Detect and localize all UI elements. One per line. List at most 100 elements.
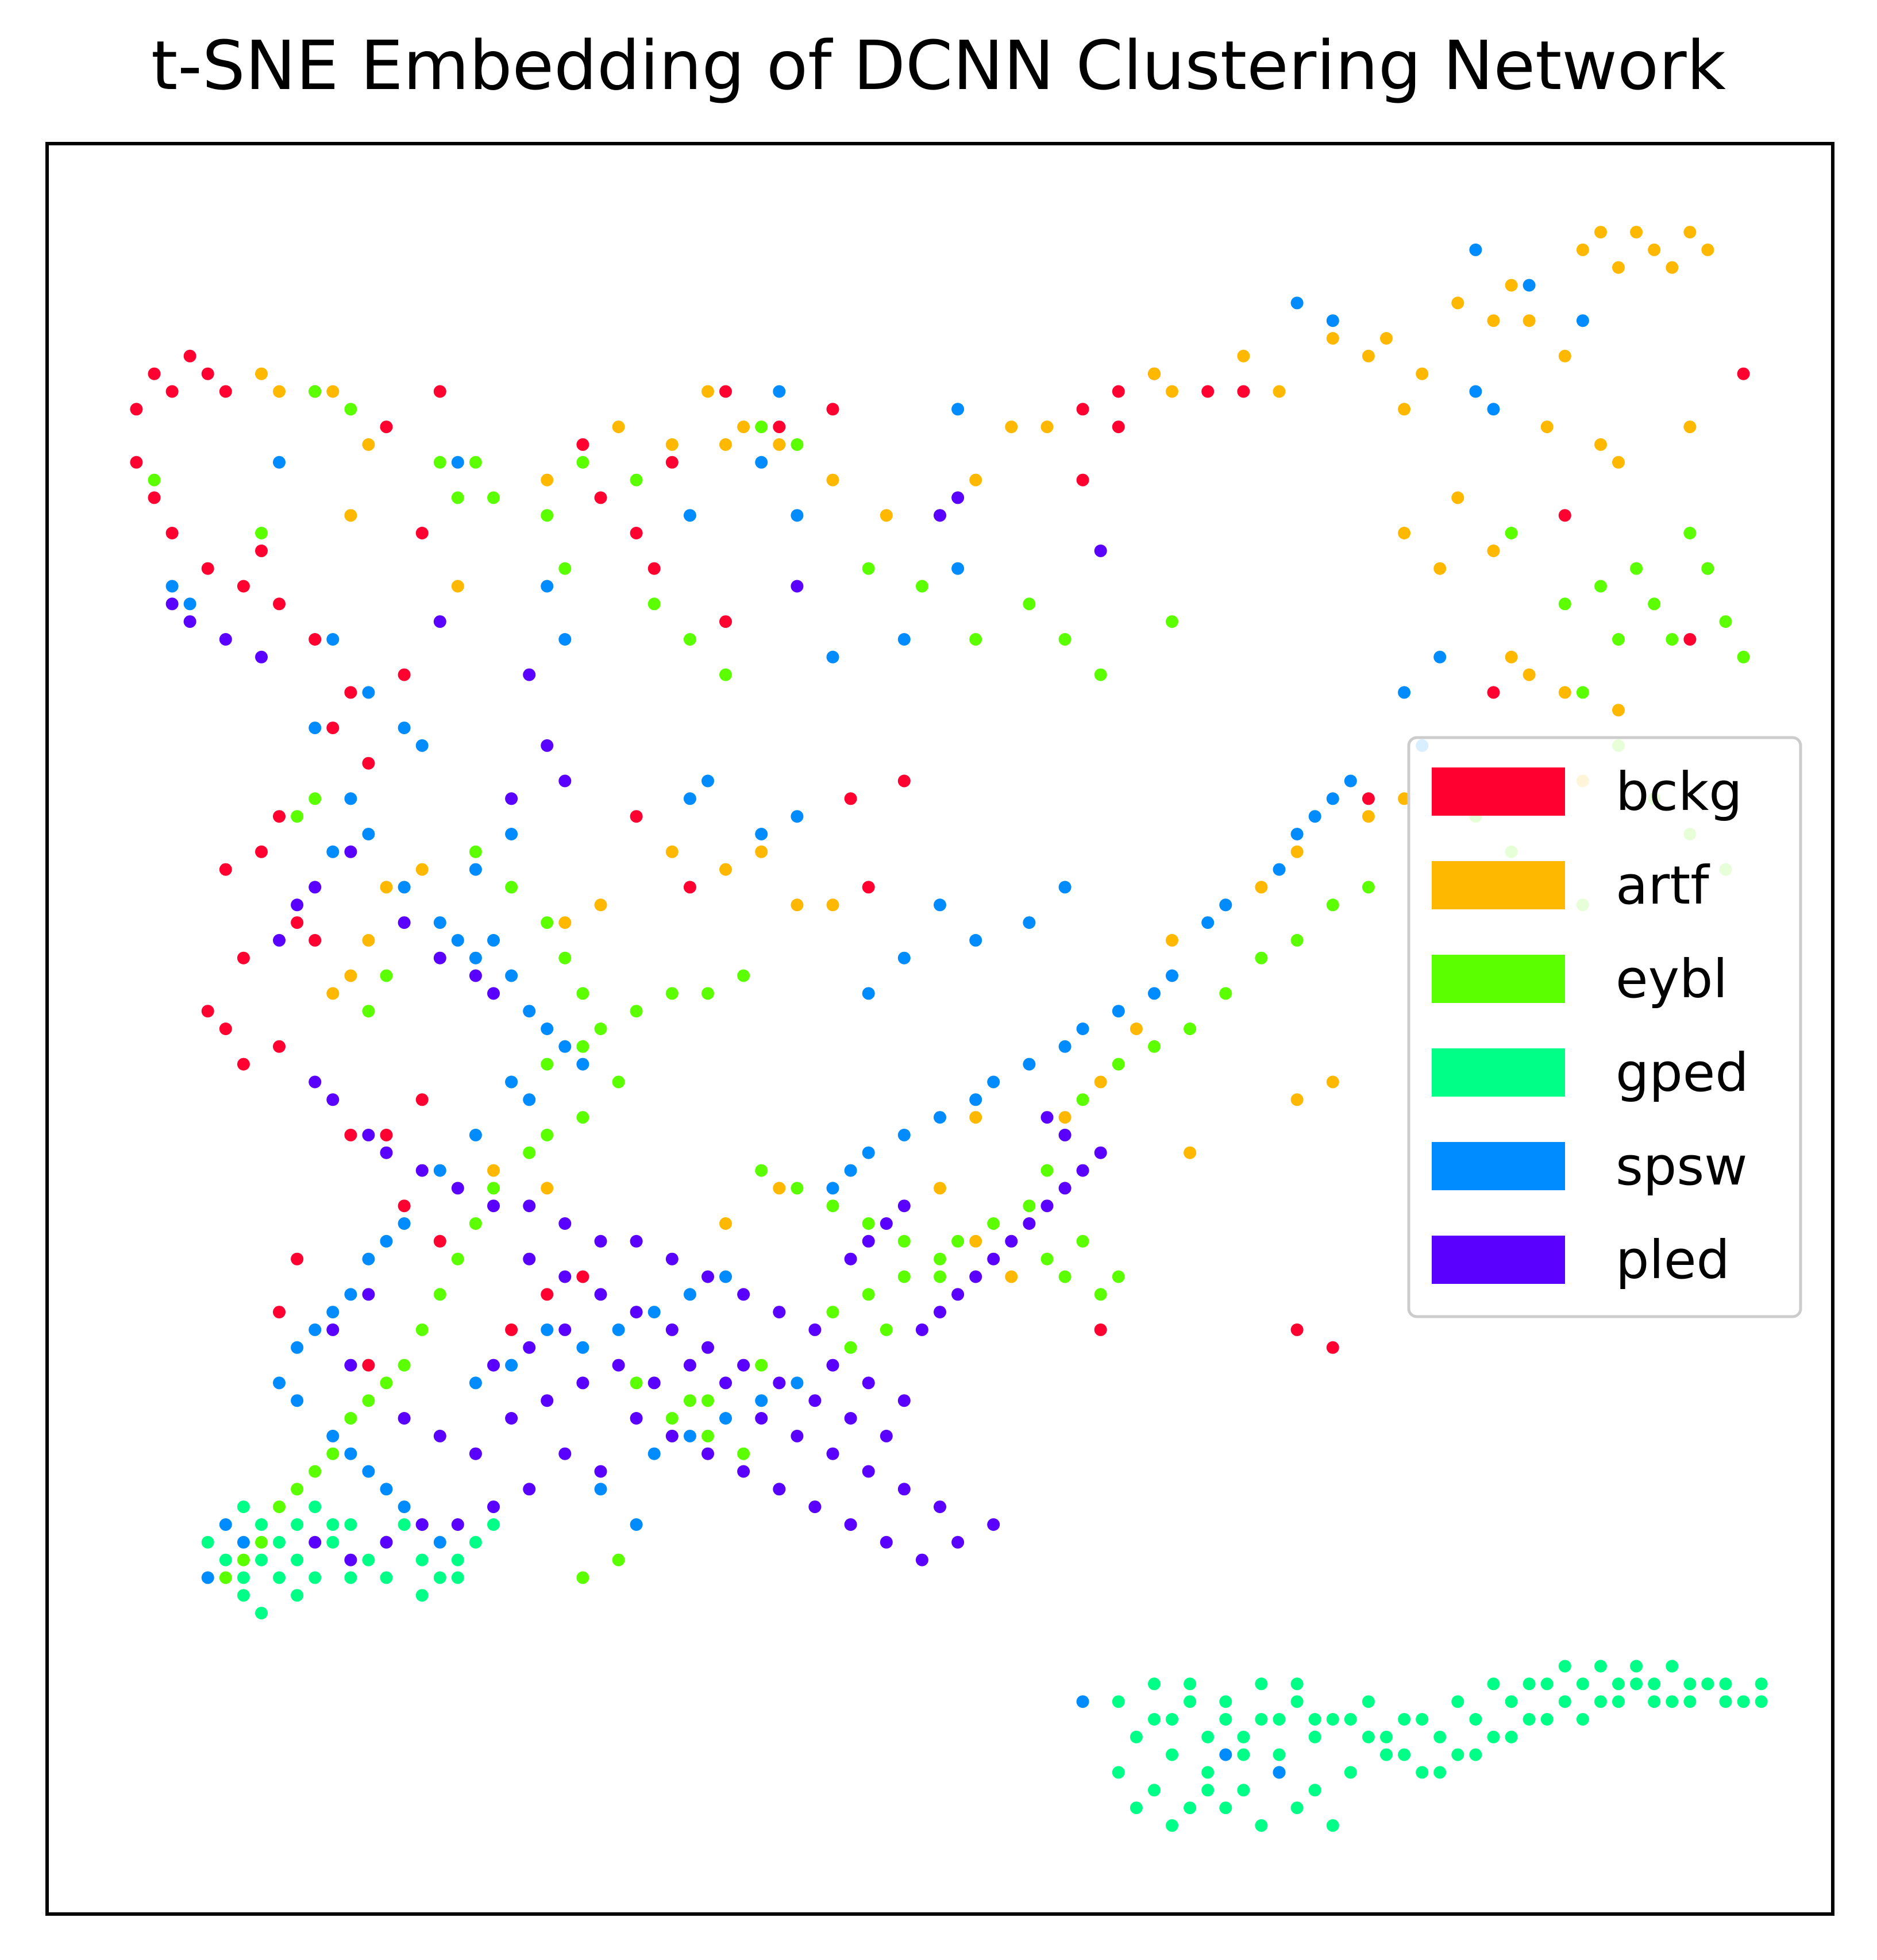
point-eybl <box>433 1288 446 1301</box>
point-gped <box>1380 1748 1393 1761</box>
point-eybl <box>362 1005 375 1018</box>
point-pled <box>255 650 268 663</box>
point-artf <box>1540 420 1554 434</box>
point-artf <box>380 881 393 894</box>
point-gped <box>1362 1730 1375 1743</box>
point-bckg <box>1076 473 1089 487</box>
point-gped <box>451 1571 464 1584</box>
point-gped <box>1755 1695 1768 1708</box>
point-pled <box>433 615 446 628</box>
point-eybl <box>1040 1252 1054 1265</box>
point-gped <box>1166 1819 1178 1832</box>
point-eybl <box>380 969 393 982</box>
point-spsw <box>344 1447 357 1460</box>
point-artf <box>1326 332 1339 345</box>
point-eybl <box>576 1571 589 1584</box>
point-spsw <box>505 1075 518 1089</box>
point-artf <box>1594 226 1607 239</box>
point-spsw <box>647 1306 661 1319</box>
point-pled <box>808 1500 822 1514</box>
point-eybl <box>309 792 322 805</box>
point-pled <box>523 1199 536 1213</box>
point-pled <box>451 1518 464 1531</box>
point-pled <box>558 774 572 788</box>
point-artf <box>451 580 464 593</box>
point-gped <box>1201 1766 1215 1779</box>
point-artf <box>1166 933 1178 947</box>
point-pled <box>362 1288 375 1301</box>
point-pled <box>791 580 804 593</box>
point-spsw <box>1290 828 1304 840</box>
point-gped <box>1683 1677 1697 1691</box>
point-spsw <box>630 1518 643 1531</box>
point-pled <box>683 1359 696 1372</box>
point-bckg <box>273 1040 286 1053</box>
point-pled <box>791 1429 804 1442</box>
point-spsw <box>183 597 196 611</box>
legend-label-pled: pled <box>1616 1229 1730 1291</box>
point-spsw <box>165 580 179 593</box>
point-spsw <box>309 722 322 735</box>
point-pled <box>576 1376 589 1390</box>
point-spsw <box>380 1234 393 1248</box>
point-artf <box>880 509 893 522</box>
point-spsw <box>398 722 411 735</box>
point-spsw <box>362 828 375 840</box>
point-eybl <box>1666 633 1679 646</box>
point-spsw <box>683 509 696 522</box>
point-spsw <box>398 1217 411 1230</box>
legend-label-bckg: bckg <box>1616 761 1743 823</box>
point-spsw <box>969 933 982 947</box>
legend-label-gped: gped <box>1616 1042 1749 1104</box>
point-pled <box>1005 1234 1018 1248</box>
point-artf <box>719 438 732 451</box>
point-artf <box>1255 881 1268 894</box>
point-gped <box>1201 1784 1215 1797</box>
point-spsw <box>398 1500 411 1514</box>
point-eybl <box>897 1234 911 1248</box>
point-pled <box>344 845 357 858</box>
point-eybl <box>398 1359 411 1372</box>
point-gped <box>291 1518 304 1531</box>
point-spsw <box>791 1376 804 1390</box>
point-gped <box>1219 1695 1232 1708</box>
point-bckg <box>1737 367 1750 380</box>
point-gped <box>1201 1730 1215 1743</box>
point-pled <box>702 1270 714 1283</box>
point-pled <box>737 1465 750 1478</box>
point-eybl <box>915 580 928 593</box>
point-bckg <box>380 420 393 434</box>
point-eybl <box>380 1376 393 1390</box>
legend-label-spsw: spsw <box>1616 1136 1748 1197</box>
point-eybl <box>1058 633 1072 646</box>
point-eybl <box>1023 1199 1036 1213</box>
point-spsw <box>826 1182 839 1195</box>
point-gped <box>1612 1677 1625 1691</box>
point-eybl <box>1094 1288 1107 1301</box>
point-gped <box>291 1553 304 1567</box>
point-bckg <box>594 491 607 504</box>
point-spsw <box>719 1412 732 1425</box>
point-eybl <box>1683 527 1697 539</box>
point-eybl <box>683 1394 696 1407</box>
point-bckg <box>683 881 696 894</box>
point-pled <box>897 1483 911 1496</box>
point-bckg <box>1237 385 1250 398</box>
point-gped <box>1433 1766 1447 1779</box>
point-bckg <box>541 1288 554 1301</box>
legend: bckg artf eybl gped spsw pled <box>1407 736 1802 1318</box>
point-artf <box>1576 243 1589 256</box>
point-bckg <box>165 527 179 539</box>
point-pled <box>702 1341 714 1354</box>
point-spsw <box>1148 987 1161 1000</box>
point-spsw <box>1576 314 1589 327</box>
point-gped <box>1219 1713 1232 1726</box>
point-artf <box>1683 420 1697 434</box>
point-eybl <box>344 403 357 416</box>
point-spsw <box>505 969 518 982</box>
point-artf <box>1558 349 1571 362</box>
point-gped <box>1755 1677 1768 1691</box>
point-artf <box>719 863 732 876</box>
point-pled <box>844 1412 857 1425</box>
